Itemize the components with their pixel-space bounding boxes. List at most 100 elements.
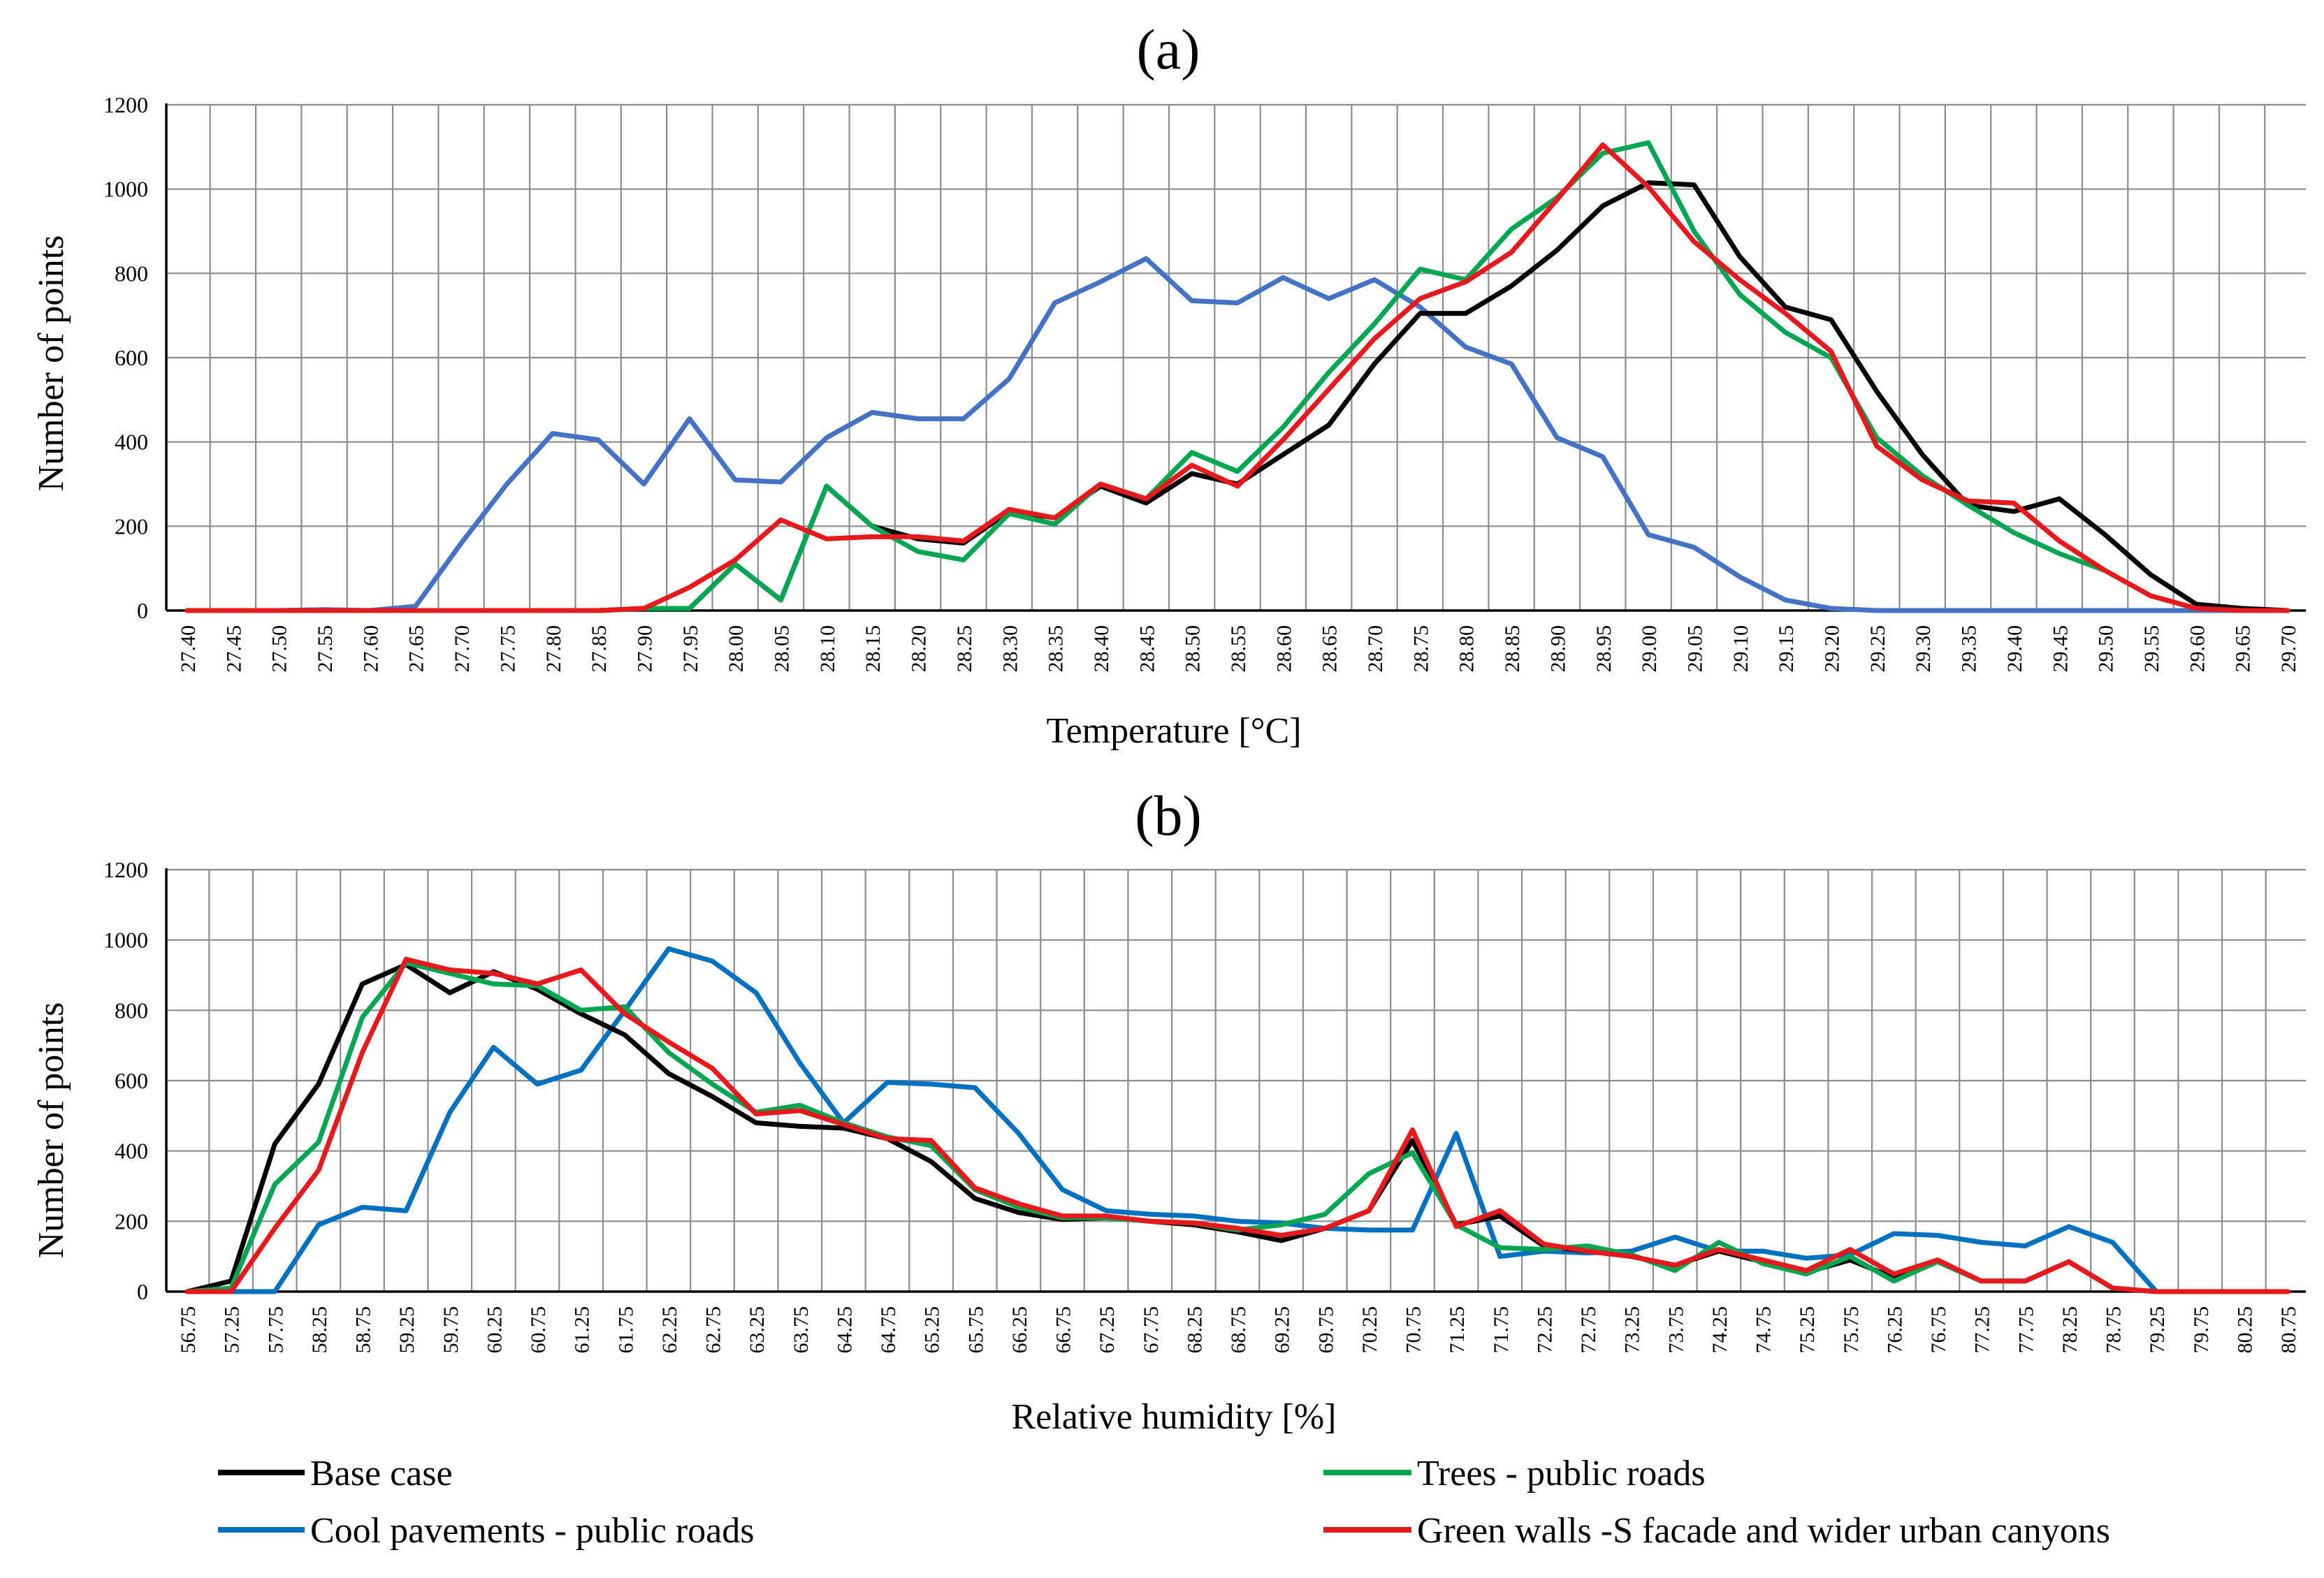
x-tick-label: 28.70 [1364,625,1387,673]
x-tick-label: 28.95 [1592,625,1615,673]
x-tick-label: 62.75 [702,1306,725,1354]
x-tick-label: 28.80 [1455,625,1479,673]
chart-b-series [184,946,2290,1294]
y-tick-label: 0 [137,1279,148,1304]
x-tick-label: 79.25 [2146,1306,2169,1354]
y-tick-label: 400 [115,1139,148,1164]
x-tick-label: 29.60 [2186,625,2209,673]
x-tick-label: 56.75 [177,1306,200,1354]
chart-a-y-axis-title: Number of points [31,235,71,492]
x-tick-label: 28.00 [725,625,748,673]
x-tick-label: 27.95 [679,625,702,673]
y-tick-label: 1200 [103,857,148,882]
x-tick-label: 29.70 [2277,625,2300,673]
chart-b-x-ticks: 56.75 57.25 57.75 58.25 58.75 59.25 59.75 60.25… [177,1306,2300,1354]
x-tick-label: 28.30 [998,625,1022,673]
x-tick-label: 64.75 [877,1306,900,1354]
x-tick-label: 70.75 [1402,1306,1425,1354]
x-tick-label: 72.75 [1577,1306,1600,1354]
x-tick-label: 29.00 [1638,625,1661,673]
x-tick-label: 69.25 [1271,1306,1294,1354]
y-tick-label: 200 [115,513,148,539]
x-tick-label: 80.75 [2277,1306,2300,1354]
x-tick-label: 28.45 [1135,625,1159,673]
series-line-green-walls-s-facade-and-wider-urban-canyons [184,142,2290,613]
x-tick-label: 29.05 [1683,625,1706,673]
y-tick-label: 1000 [103,928,148,953]
x-tick-label: 63.75 [790,1306,813,1354]
chart-a-y-ticks: 0 200 400 600 800 1000 1200 [103,92,148,623]
x-tick-label: 27.75 [496,625,519,673]
x-tick-label: 57.25 [221,1306,244,1354]
x-tick-label: 27.45 [222,625,245,673]
x-tick-label: 57.75 [264,1306,287,1354]
x-tick-label: 72.25 [1533,1306,1556,1354]
x-tick-label: 28.55 [1227,625,1250,673]
x-tick-label: 28.50 [1182,625,1205,673]
x-tick-label: 29.45 [2049,625,2072,673]
y-tick-label: 1200 [103,92,148,117]
x-tick-label: 78.25 [2058,1306,2082,1354]
x-tick-label: 79.75 [2190,1306,2213,1354]
x-tick-label: 27.90 [633,625,656,673]
y-tick-label: 0 [137,598,148,623]
x-tick-label: 29.40 [2003,625,2026,673]
x-tick-label: 64.25 [833,1306,856,1354]
x-tick-label: 27.40 [177,625,200,673]
x-tick-label: 28.90 [1546,625,1569,673]
legend-item-trees: Trees - public roads [1323,1454,1706,1493]
x-tick-label: 61.75 [614,1306,637,1354]
x-tick-label: 28.40 [1090,625,1113,673]
chart-b-axes [165,868,2306,1293]
x-tick-label: 66.75 [1052,1306,1075,1354]
x-tick-label: 65.75 [964,1306,987,1354]
chart-a-series [184,140,2290,613]
x-tick-label: 28.65 [1319,625,1342,673]
x-tick-label: 29.30 [1912,625,1935,673]
chart-a-gridlines [166,103,2306,612]
x-tick-label: 74.75 [1752,1306,1775,1354]
chart-a-x-axis-title: Temperature [°C] [1046,711,1301,751]
y-tick-label: 1000 [103,177,148,202]
y-tick-label: 400 [115,430,148,455]
x-tick-label: 28.75 [1409,625,1432,673]
x-tick-label: 80.25 [2233,1306,2256,1354]
x-tick-label: 68.25 [1183,1306,1206,1354]
x-tick-label: 28.05 [771,625,794,673]
y-tick-label: 800 [115,998,148,1023]
x-tick-label: 29.35 [1958,625,1981,673]
x-tick-label: 78.75 [2103,1306,2126,1354]
x-tick-label: 28.10 [816,625,839,673]
chart-a-title: (a) [1136,17,1200,81]
x-tick-label: 68.75 [1227,1306,1250,1354]
series-line-cool-pavements-public-roads [184,256,2290,613]
x-tick-label: 76.75 [1927,1306,1950,1354]
x-tick-label: 27.80 [542,625,565,673]
chart-b-gridlines [166,868,2306,1293]
x-tick-label: 76.25 [1883,1306,1906,1354]
y-tick-label: 800 [115,261,148,286]
x-tick-label: 71.75 [1490,1306,1513,1354]
x-tick-label: 27.70 [451,625,474,673]
x-tick-label: 28.15 [862,625,885,673]
x-tick-label: 67.75 [1140,1306,1163,1354]
x-tick-label: 27.85 [588,625,611,673]
chart-b-y-ticks: 0 200 400 600 800 1000 1200 [103,857,148,1304]
legend-label-cool-pavements: Cool pavements - public roads [310,1511,754,1551]
x-tick-label: 58.25 [308,1306,331,1354]
legend-label-trees: Trees - public roads [1417,1454,1706,1493]
x-tick-label: 69.75 [1314,1306,1337,1354]
x-tick-label: 60.25 [483,1306,506,1354]
legend: Base case Trees - public roads Cool pave… [218,1454,2110,1551]
chart-b-x-axis-title: Relative humidity [%] [1011,1397,1336,1437]
y-tick-label: 600 [115,345,148,370]
legend-item-green-walls: Green walls -S facade and wider urban ca… [1323,1511,2110,1551]
chart-a-x-ticks: 27.40 27.45 27.50 27.55 27.60 27.65 27.70 27.75… [177,625,2300,673]
x-tick-label: 27.55 [314,625,337,673]
x-tick-label: 61.25 [571,1306,594,1354]
x-tick-label: 28.20 [908,625,931,673]
x-tick-label: 67.25 [1096,1306,1119,1354]
legend-label-green-walls: Green walls -S facade and wider urban ca… [1417,1511,2110,1551]
